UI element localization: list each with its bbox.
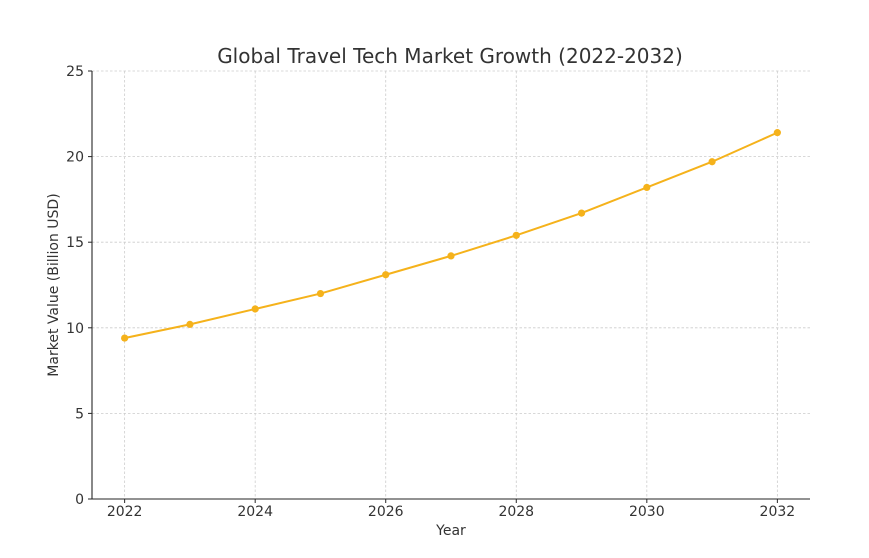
- data-point: [121, 334, 129, 342]
- data-point: [577, 209, 586, 217]
- series-line: [124, 131, 778, 340]
- x-tick-label: 2024: [237, 504, 273, 520]
- data-point: [512, 231, 520, 239]
- x-tick-label: 2022: [107, 504, 143, 520]
- y-tick-label: 20: [66, 150, 84, 166]
- x-tick-label: 2032: [760, 504, 796, 520]
- axes: [91, 71, 810, 500]
- y-tick-label: 10: [66, 321, 84, 337]
- data-point: [773, 129, 781, 137]
- y-tick-label: 25: [66, 64, 84, 80]
- data-point: [186, 320, 194, 328]
- data-series: [121, 129, 781, 342]
- x-tick-label: 2030: [629, 504, 665, 520]
- data-point: [447, 252, 455, 260]
- y-tick-label: 15: [66, 235, 84, 251]
- y-tick-label: 0: [75, 492, 84, 508]
- data-point: [316, 289, 325, 298]
- x-tick-label: 2028: [498, 504, 534, 520]
- y-axis-label: Market Value (Billion USD): [46, 193, 62, 376]
- data-point: [251, 305, 259, 313]
- data-point: [643, 183, 651, 192]
- y-tick-label: 5: [75, 406, 84, 422]
- gridlines: [92, 70, 810, 500]
- data-point: [382, 271, 390, 279]
- data-point: [708, 158, 716, 166]
- chart-title: Global Travel Tech Market Growth (2022-2…: [217, 44, 683, 68]
- tick-labels: 2022 2024 2026 2028 2030 2032 0 5 10 15 20 25: [66, 64, 795, 520]
- x-axis-label: Year: [435, 523, 466, 539]
- x-tick-label: 2026: [368, 504, 404, 520]
